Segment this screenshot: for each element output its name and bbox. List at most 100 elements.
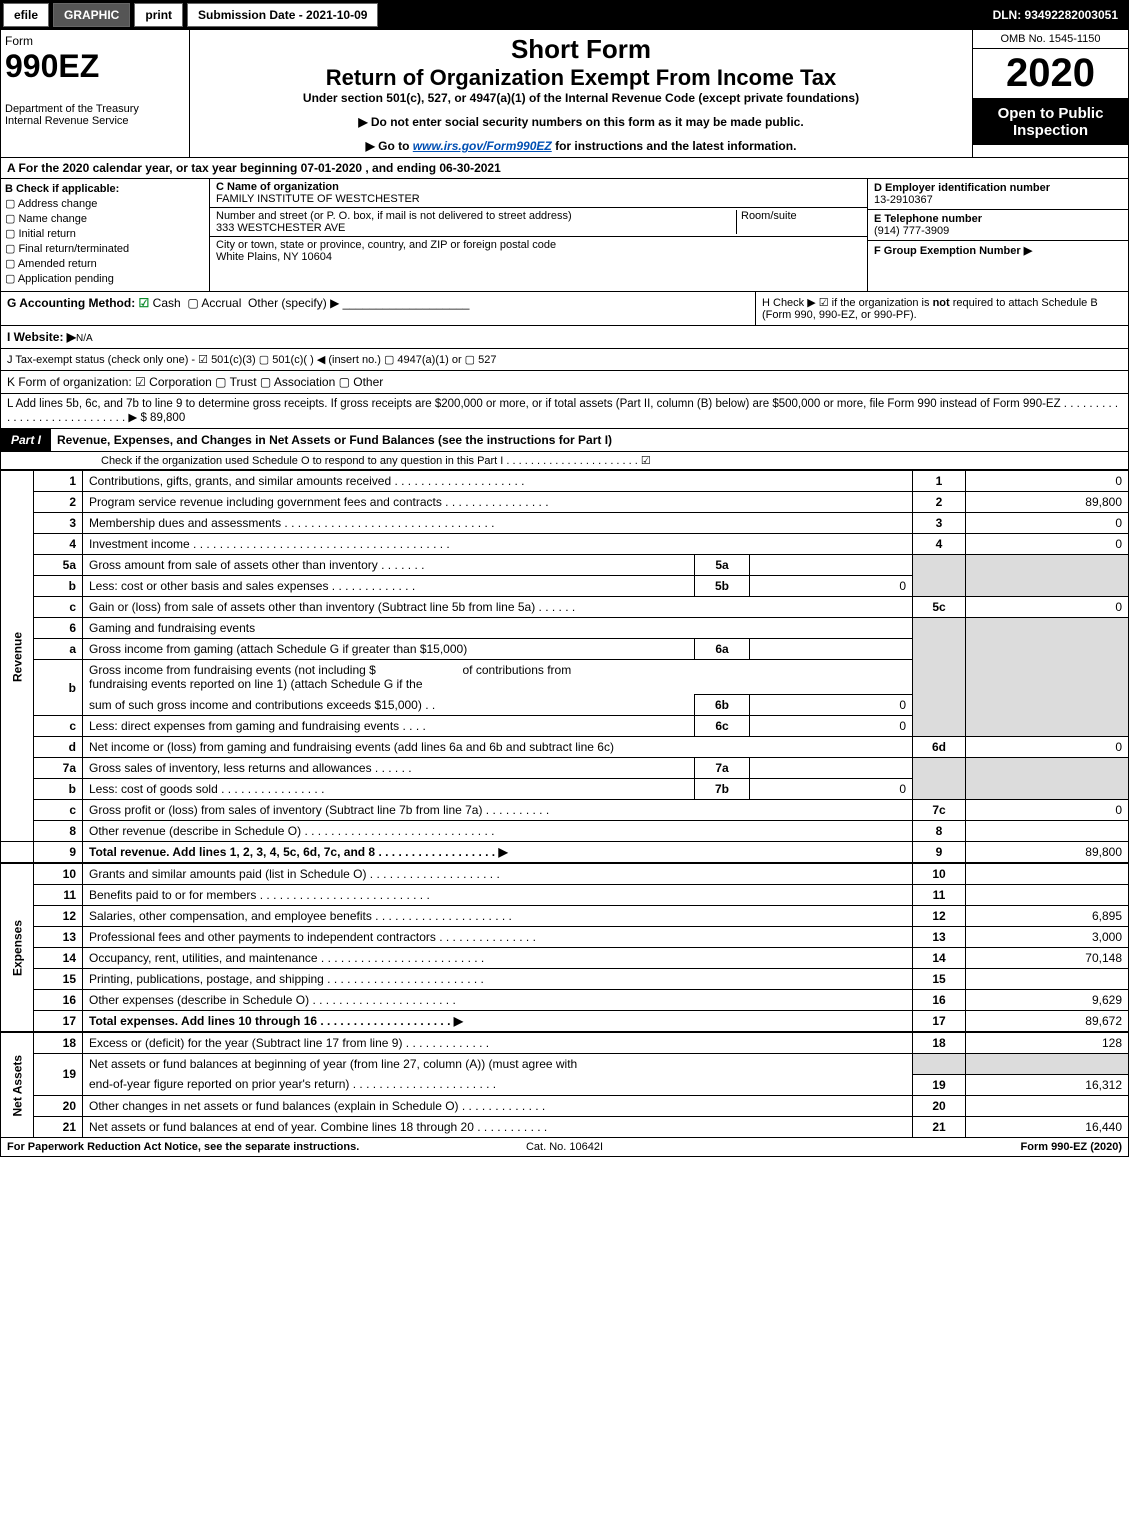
line-16-box: 16 — [913, 990, 966, 1011]
line-1-num: 1 — [34, 471, 83, 492]
g-accrual: Accrual — [201, 296, 241, 310]
line-11-val — [966, 885, 1129, 906]
table-row: end-of-year figure reported on prior yea… — [1, 1074, 1129, 1095]
line-2-box: 2 — [913, 492, 966, 513]
line-7a-subval — [750, 758, 913, 779]
header-mid: Short Form Return of Organization Exempt… — [190, 30, 972, 157]
irs-link[interactable]: www.irs.gov/Form990EZ — [413, 139, 552, 153]
line-19-val: 16,312 — [966, 1074, 1129, 1095]
line-12-desc: Salaries, other compensation, and employ… — [83, 906, 913, 927]
line-12-val: 6,895 — [966, 906, 1129, 927]
ein-row: D Employer identification number 13-2910… — [868, 179, 1128, 210]
line-18-box: 18 — [913, 1033, 966, 1054]
line-16-desc: Other expenses (describe in Schedule O) … — [83, 990, 913, 1011]
shade-19v — [966, 1054, 1129, 1075]
graphic-button[interactable]: GRAPHIC — [53, 3, 130, 27]
line-10-box: 10 — [913, 864, 966, 885]
table-row: Revenue 1 Contributions, gifts, grants, … — [1, 471, 1129, 492]
line-5a-sub: 5a — [695, 555, 750, 576]
line-15-box: 15 — [913, 969, 966, 990]
b-opt-3[interactable]: ▢ Final return/terminated — [5, 242, 205, 255]
g-cash: Cash — [153, 296, 181, 310]
line-18-desc: Excess or (deficit) for the year (Subtra… — [83, 1033, 913, 1054]
b-opt-1[interactable]: ▢ Name change — [5, 212, 205, 225]
form-header: Form 990EZ Department of the Treasury In… — [0, 30, 1129, 158]
shade-5v — [966, 555, 1129, 597]
line-13-val: 3,000 — [966, 927, 1129, 948]
b-opt-2[interactable]: ▢ Initial return — [5, 227, 205, 240]
tel-value: (914) 777-3909 — [874, 225, 949, 237]
line-6b-sub: 6b — [695, 695, 750, 716]
ein-label: D Employer identification number — [874, 182, 1050, 194]
department-label-1: Department of the Treasury — [5, 103, 185, 115]
street-row: Number and street (or P. O. box, if mail… — [210, 208, 867, 237]
street-label: Number and street (or P. O. box, if mail… — [216, 210, 572, 222]
i-value: N/A — [76, 333, 93, 344]
print-button[interactable]: print — [134, 3, 183, 27]
line-5a-subval — [750, 555, 913, 576]
line-14-val: 70,148 — [966, 948, 1129, 969]
table-row: 11Benefits paid to or for members . . . … — [1, 885, 1129, 906]
part1-title: Revenue, Expenses, and Changes in Net As… — [51, 429, 1128, 451]
goto-pre: ▶ Go to — [366, 139, 413, 153]
topbar: efile GRAPHIC print Submission Date - 20… — [0, 0, 1129, 30]
b-title: B Check if applicable: — [5, 183, 119, 195]
room-suite: Room/suite — [736, 210, 861, 234]
line-5b-desc: Less: cost or other basis and sales expe… — [83, 576, 695, 597]
line-6a-subval — [750, 639, 913, 660]
shade-6v — [966, 618, 1129, 737]
row-l: L Add lines 5b, 6c, and 7b to line 9 to … — [0, 394, 1129, 429]
line-6a-sub: 6a — [695, 639, 750, 660]
line-10-val — [966, 864, 1129, 885]
c-name-label: C Name of organization — [216, 181, 339, 193]
header-left: Form 990EZ Department of the Treasury In… — [1, 30, 190, 157]
goto-post: for instructions and the latest informat… — [552, 139, 797, 153]
line-5c-box: 5c — [913, 597, 966, 618]
line-1-box: 1 — [913, 471, 966, 492]
line-19-desc1: Net assets or fund balances at beginning… — [83, 1054, 913, 1075]
b-opt-4[interactable]: ▢ Amended return — [5, 257, 205, 270]
line-6d-val: 0 — [966, 737, 1129, 758]
table-row: 15Printing, publications, postage, and s… — [1, 969, 1129, 990]
line-21-desc: Net assets or fund balances at end of ye… — [83, 1116, 913, 1137]
line-18-val: 128 — [966, 1033, 1129, 1054]
table-row: 20Other changes in net assets or fund ba… — [1, 1095, 1129, 1116]
line-9-desc: Total revenue. Add lines 1, 2, 3, 4, 5c,… — [83, 842, 913, 863]
under-section-text: Under section 501(c), 527, or 4947(a)(1)… — [198, 91, 964, 105]
line-7b-subval: 0 — [750, 779, 913, 800]
table-row: cGross profit or (loss) from sales of in… — [1, 800, 1129, 821]
group-exemption-label: F Group Exemption Number ▶ — [874, 245, 1032, 257]
group-exemption-row: F Group Exemption Number ▶ — [868, 241, 1128, 260]
submission-date: Submission Date - 2021-10-09 — [187, 3, 378, 27]
line-5c-val: 0 — [966, 597, 1129, 618]
line-1-val: 0 — [966, 471, 1129, 492]
line-7c-val: 0 — [966, 800, 1129, 821]
netassets-table: Net Assets 18Excess or (deficit) for the… — [0, 1032, 1129, 1138]
revenue-side-label: Revenue — [1, 471, 34, 842]
h-text3: (Form 990, 990-EZ, or 990-PF). — [762, 309, 917, 321]
line-8-box: 8 — [913, 821, 966, 842]
table-row: 4Investment income . . . . . . . . . . .… — [1, 534, 1129, 555]
table-row: 14Occupancy, rent, utilities, and mainte… — [1, 948, 1129, 969]
shade-19 — [913, 1054, 966, 1075]
expenses-side-label: Expenses — [1, 864, 34, 1032]
topbar-spacer — [380, 1, 982, 29]
footer-right: Form 990-EZ (2020) — [750, 1141, 1122, 1153]
revenue-table: Revenue 1 Contributions, gifts, grants, … — [0, 470, 1129, 863]
table-row: Net Assets 18Excess or (deficit) for the… — [1, 1033, 1129, 1054]
line-a: A For the 2020 calendar year, or tax yea… — [0, 158, 1129, 179]
line-6a-desc: Gross income from gaming (attach Schedul… — [83, 639, 695, 660]
b-opt-0[interactable]: ▢ Address change — [5, 197, 205, 210]
omb-number: OMB No. 1545-1150 — [973, 30, 1128, 49]
line-9-val: 89,800 — [966, 842, 1129, 863]
cash-check-icon: ☑ — [139, 296, 150, 310]
org-name: FAMILY INSTITUTE OF WESTCHESTER — [216, 193, 420, 205]
efile-button[interactable]: efile — [3, 3, 49, 27]
dont-enter-ssn: ▶ Do not enter social security numbers o… — [198, 115, 964, 129]
line-13-box: 13 — [913, 927, 966, 948]
h-text2: required to attach Schedule B — [950, 297, 1098, 309]
department-label-2: Internal Revenue Service — [5, 115, 185, 127]
line-11-desc: Benefits paid to or for members . . . . … — [83, 885, 913, 906]
b-opt-5[interactable]: ▢ Application pending — [5, 272, 205, 285]
block-bcd: B Check if applicable: ▢ Address change … — [0, 179, 1129, 292]
